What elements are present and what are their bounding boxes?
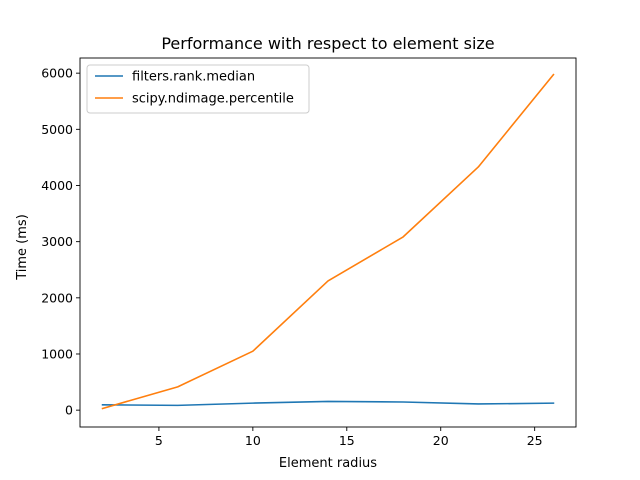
x-tick-label: 5 bbox=[155, 433, 163, 448]
y-tick-label: 6000 bbox=[41, 66, 73, 81]
axes-frame bbox=[79, 57, 577, 428]
plot-area: 5 10 15 20 25 0 1000 2000 3000 4000 5000 6000 filter… bbox=[41, 57, 577, 448]
series-line-1 bbox=[101, 400, 555, 407]
x-tick-label: 25 bbox=[527, 433, 543, 448]
y-tick-label: 3000 bbox=[41, 234, 73, 249]
y-tick-label: 5000 bbox=[41, 122, 73, 137]
legend-label-2: scipy.ndimage.percentile bbox=[132, 92, 294, 107]
x-tick-label: 10 bbox=[245, 433, 261, 448]
y-axis-label: Time (ms) bbox=[15, 214, 30, 281]
legend-label-1: filters.rank.median bbox=[132, 70, 255, 85]
y-tick-label: 0 bbox=[65, 403, 73, 418]
y-tick-label: 2000 bbox=[41, 290, 73, 305]
y-tick-label: 1000 bbox=[41, 346, 73, 361]
x-axis-label: Element radius bbox=[279, 456, 377, 471]
x-tick-label: 15 bbox=[339, 433, 355, 448]
x-tick-label: 20 bbox=[433, 433, 449, 448]
chart-title: Performance with respect to element size bbox=[161, 34, 494, 53]
series-line-2 bbox=[101, 73, 555, 410]
y-tick-label: 4000 bbox=[41, 178, 73, 193]
legend-box bbox=[86, 64, 310, 114]
